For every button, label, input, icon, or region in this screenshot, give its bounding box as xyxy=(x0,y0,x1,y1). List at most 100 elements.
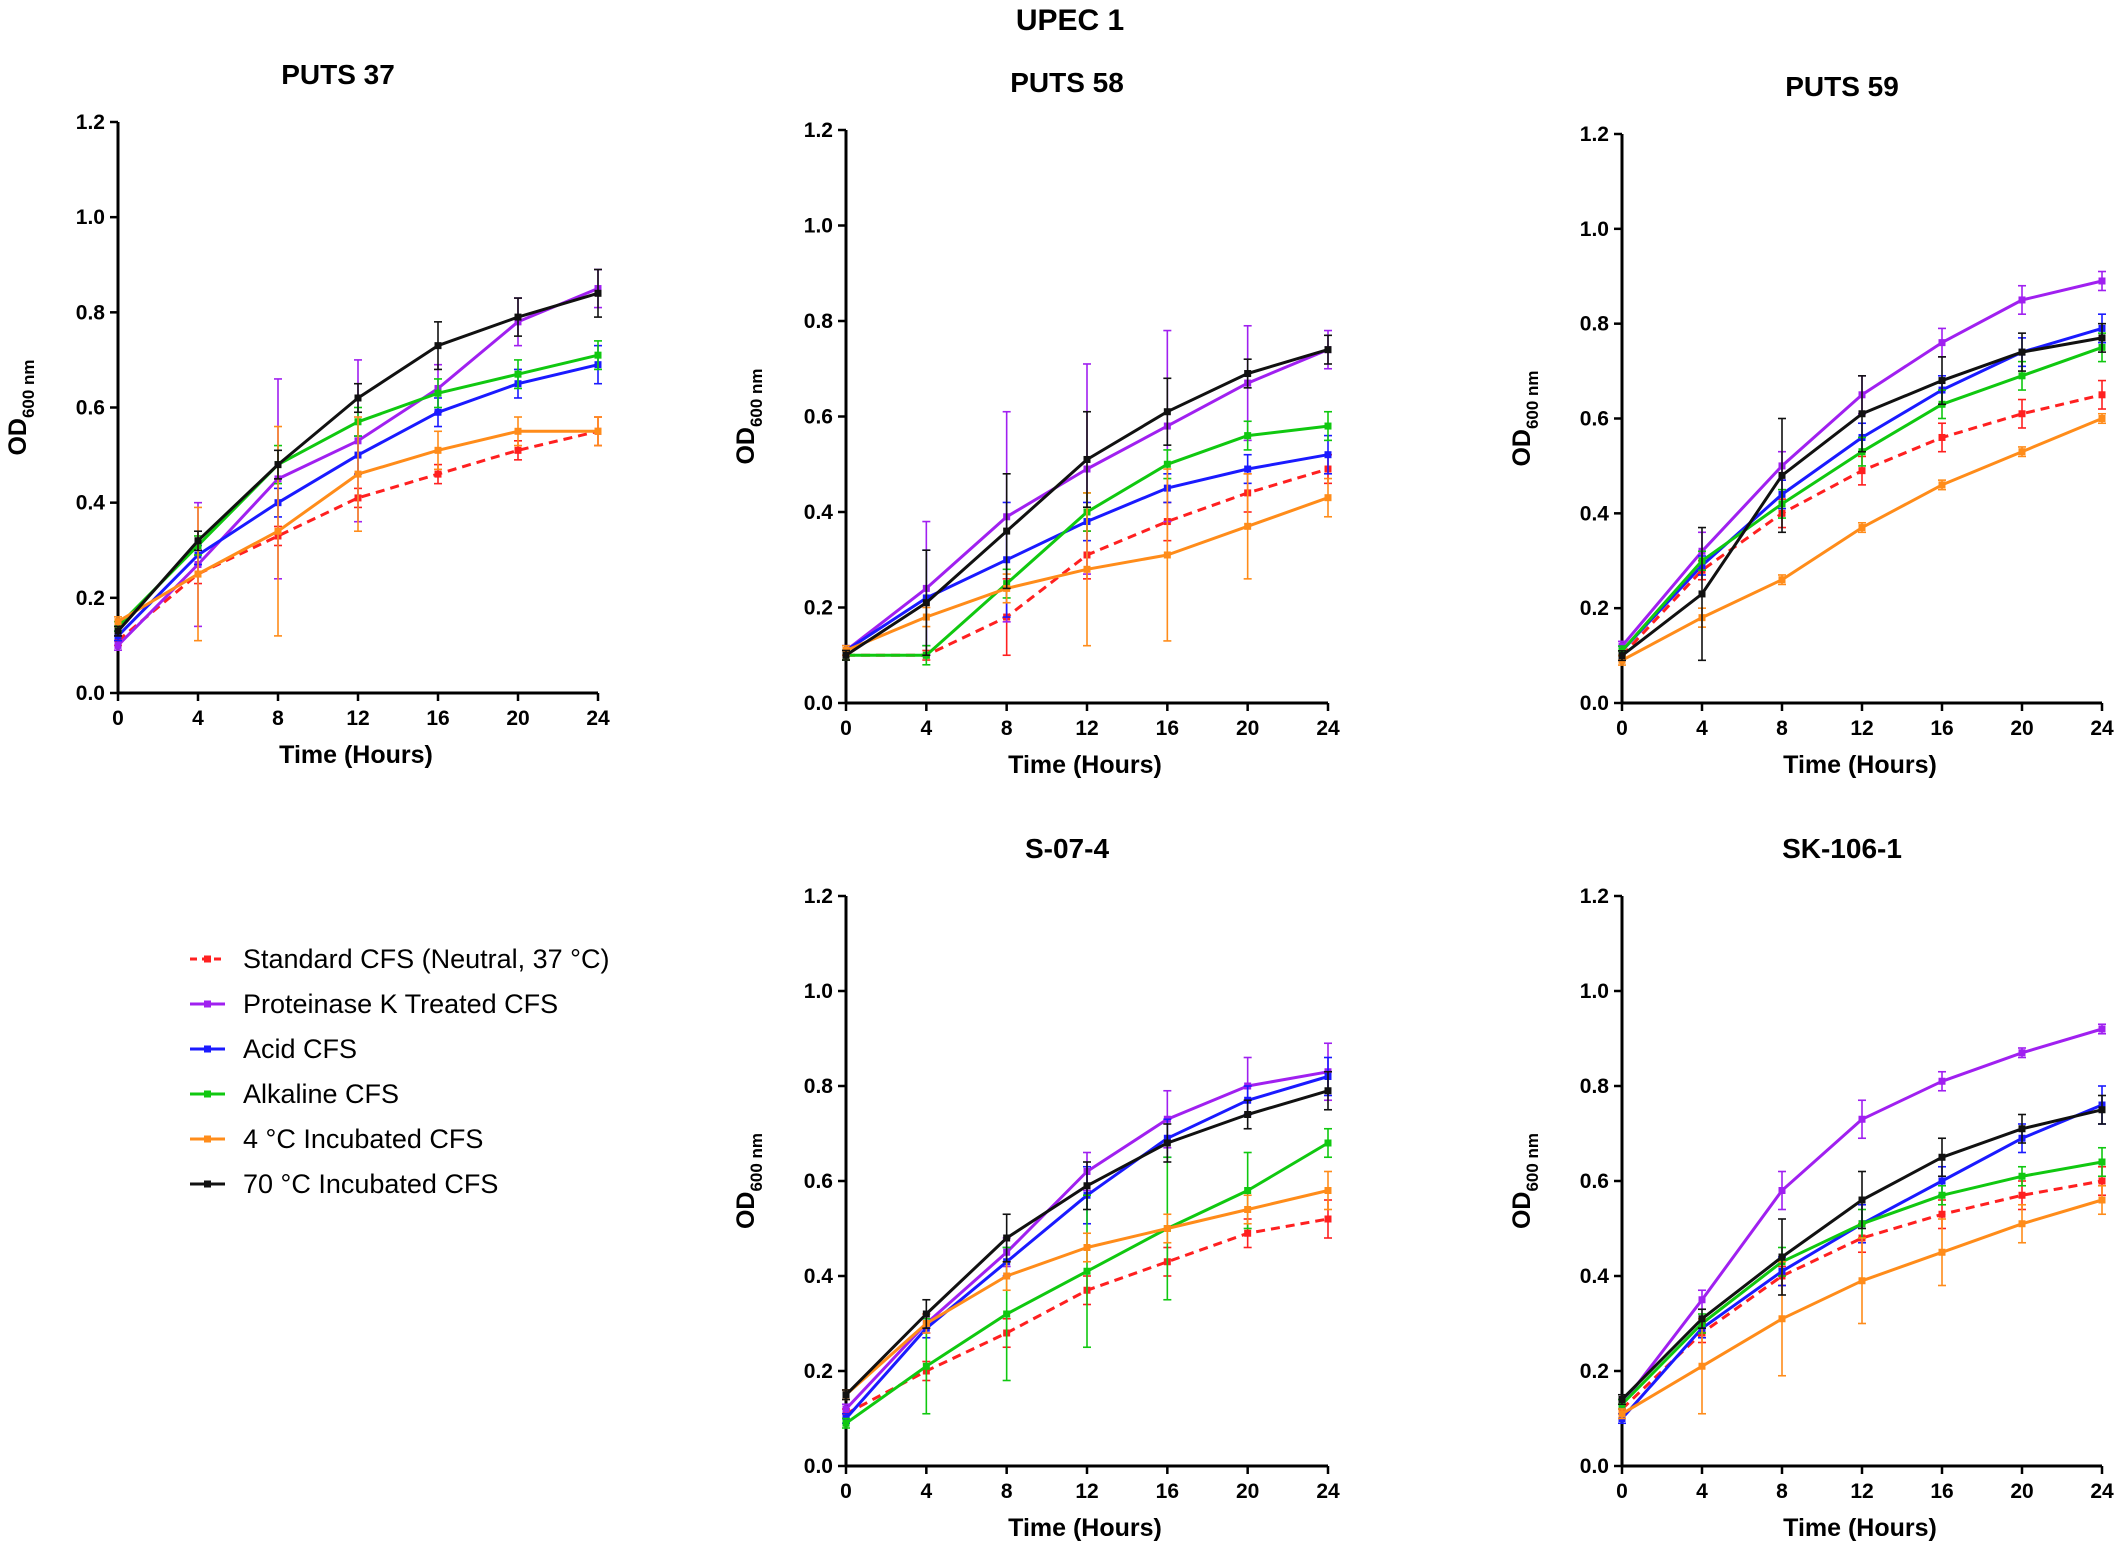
data-point xyxy=(1083,1267,1091,1275)
data-point xyxy=(594,351,602,359)
x-tick-label: 12 xyxy=(346,707,369,730)
data-point xyxy=(2098,391,2106,399)
series-70-c-incubated-cfs xyxy=(1618,1094,2106,1406)
data-point xyxy=(1163,551,1171,559)
data-point xyxy=(1003,1272,1011,1280)
series-4-c-incubated-cfs xyxy=(114,416,602,642)
x-tick-label: 24 xyxy=(2090,717,2114,740)
data-point xyxy=(842,1405,850,1413)
data-point xyxy=(2098,1158,2106,1166)
y-tick-label: 0.0 xyxy=(804,692,833,715)
data-point xyxy=(434,470,442,478)
data-point xyxy=(1003,1234,1011,1242)
x-tick-label: 16 xyxy=(1930,717,1953,740)
x-tick-label: 24 xyxy=(2090,1480,2114,1503)
data-point xyxy=(922,1310,930,1318)
x-tick-label: 4 xyxy=(1696,717,1708,740)
data-point xyxy=(1938,1191,1946,1199)
data-point xyxy=(1083,455,1091,463)
data-point xyxy=(594,427,602,435)
legend-label: Acid CFS xyxy=(243,1034,357,1064)
y-tick-label: 0.4 xyxy=(1580,502,1610,525)
data-point xyxy=(1618,652,1626,660)
y-axis-title-subscript: 600 nm xyxy=(747,1133,766,1192)
x-tick-label: 24 xyxy=(586,707,610,730)
data-point xyxy=(1083,565,1091,573)
data-point xyxy=(354,470,362,478)
x-tick-label: 20 xyxy=(506,707,529,730)
data-point xyxy=(2018,1172,2026,1180)
y-tick-label: 1.2 xyxy=(1580,123,1609,146)
legend-swatch-marker xyxy=(204,1135,211,1143)
y-tick-label: 0.4 xyxy=(76,492,106,515)
data-point xyxy=(354,394,362,402)
data-point xyxy=(2018,296,2026,304)
y-tick-label: 0.2 xyxy=(1580,1360,1609,1383)
legend: Standard CFS (Neutral, 37 °C) Proteinase … xyxy=(190,944,609,1199)
data-point xyxy=(1938,433,1946,441)
data-point xyxy=(1003,1310,1011,1318)
data-point xyxy=(1778,1315,1786,1323)
x-tick-label: 12 xyxy=(1850,717,1873,740)
x-tick-label: 0 xyxy=(840,1480,852,1503)
data-point xyxy=(514,370,522,378)
data-point xyxy=(274,527,282,535)
y-tick-label: 1.2 xyxy=(76,111,105,134)
x-tick-label: 4 xyxy=(192,707,204,730)
y-tick-label: 0.4 xyxy=(1580,1265,1610,1288)
x-tick-label: 8 xyxy=(1001,1480,1013,1503)
data-point xyxy=(514,446,522,454)
x-tick-label: 16 xyxy=(1930,1480,1953,1503)
data-point xyxy=(842,1391,850,1399)
data-point xyxy=(1938,1153,1946,1161)
data-point xyxy=(1324,346,1332,354)
data-point xyxy=(514,427,522,435)
data-point xyxy=(1324,1187,1332,1194)
data-point xyxy=(1938,1077,1946,1085)
x-tick-label: 20 xyxy=(1236,717,1259,740)
y-axis-title-main: OD xyxy=(732,427,760,465)
data-point xyxy=(2098,1196,2106,1204)
data-point xyxy=(2018,410,2026,418)
chart-title: SK-106-1 xyxy=(1782,833,1902,864)
series-70-c-incubated-cfs xyxy=(114,268,602,637)
legend-item-alkaline-cfs: Alkaline CFS xyxy=(190,1079,399,1109)
data-point xyxy=(1858,1115,1866,1123)
y-tick-label: 0.2 xyxy=(1580,597,1609,620)
legend-item-standard-cfs-neutral-37-c: Standard CFS (Neutral, 37 °C) xyxy=(190,944,609,974)
x-tick-label: 12 xyxy=(1075,717,1098,740)
data-point xyxy=(2018,1125,2026,1133)
data-point xyxy=(1778,471,1786,479)
y-tick-label: 1.2 xyxy=(804,119,833,142)
y-tick-label: 1.0 xyxy=(804,980,833,1003)
data-point xyxy=(1083,1244,1091,1251)
y-tick-label: 0.2 xyxy=(804,1360,833,1383)
data-point xyxy=(434,408,442,416)
data-point xyxy=(1698,1315,1706,1323)
data-point xyxy=(514,313,522,321)
data-point xyxy=(434,342,442,350)
data-point xyxy=(922,599,930,607)
data-point xyxy=(274,461,282,469)
y-tick-label: 1.0 xyxy=(1580,980,1609,1003)
data-point xyxy=(194,537,202,545)
data-point xyxy=(1163,408,1171,416)
x-tick-label: 20 xyxy=(1236,1480,1259,1503)
data-point xyxy=(1778,1253,1786,1261)
data-point xyxy=(1698,1296,1706,1304)
y-tick-label: 1.0 xyxy=(1580,218,1609,241)
legend-swatch-marker xyxy=(204,1045,211,1053)
data-point xyxy=(1858,524,1866,532)
y-tick-label: 0.6 xyxy=(76,397,105,420)
y-axis-title-main: OD xyxy=(732,1192,760,1230)
series-70-c-incubated-cfs xyxy=(1618,322,2106,662)
series-70-c-incubated-cfs xyxy=(842,1070,1332,1401)
data-point xyxy=(1324,1215,1332,1223)
x-axis-title: Time (Hours) xyxy=(279,741,433,769)
data-point xyxy=(2018,1220,2026,1228)
x-tick-label: 20 xyxy=(2010,717,2033,740)
y-tick-label: 0.8 xyxy=(1580,1075,1610,1098)
y-axis-title-subscript: 600 nm xyxy=(747,368,766,427)
y-axis-title: OD600 nm xyxy=(1508,1133,1542,1229)
data-point xyxy=(1244,370,1252,378)
